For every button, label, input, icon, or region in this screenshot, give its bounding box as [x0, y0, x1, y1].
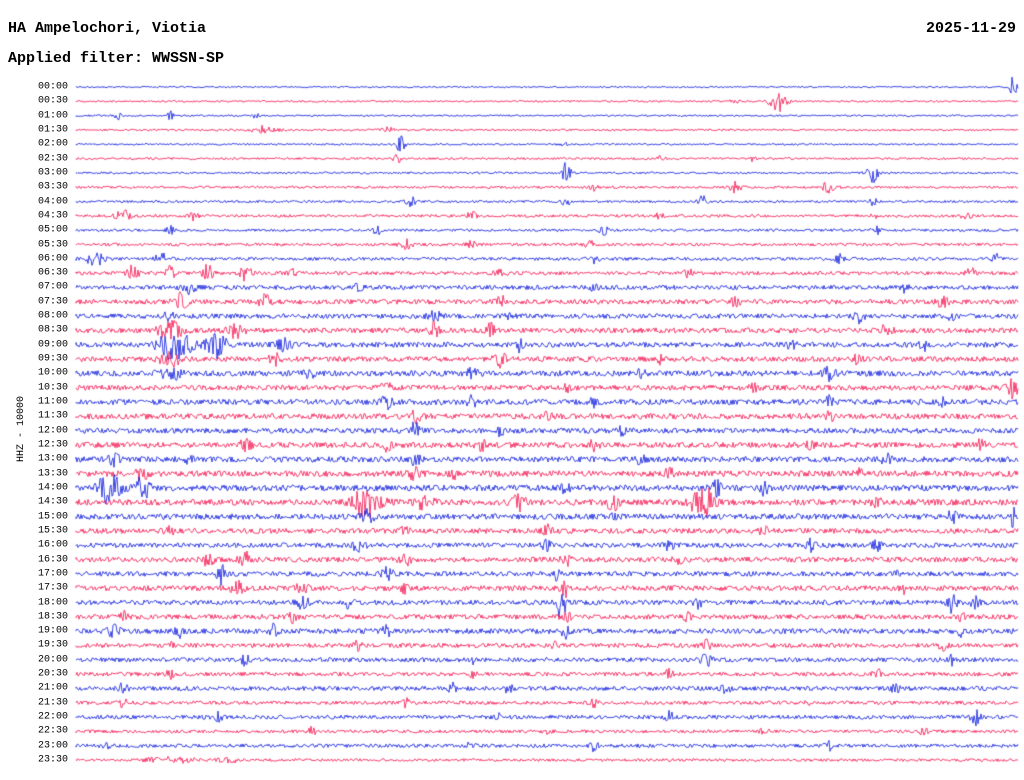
- time-label: 18:30: [37, 611, 68, 623]
- time-label: 18:00: [37, 597, 68, 609]
- time-label: 10:00: [37, 367, 68, 379]
- time-label: 00:00: [37, 81, 68, 93]
- time-label: 22:00: [37, 711, 68, 723]
- time-label: 05:30: [37, 239, 68, 251]
- time-label: 11:30: [37, 410, 68, 422]
- time-label: 23:30: [37, 754, 68, 766]
- time-label: 08:30: [37, 324, 68, 336]
- time-label: 04:30: [37, 210, 68, 222]
- station-title: HA Ampelochori, Viotia: [8, 20, 207, 37]
- time-label: 00:30: [37, 95, 68, 107]
- time-label: 20:30: [37, 668, 68, 680]
- time-label: 03:00: [37, 167, 68, 179]
- channel-gain-label: HHZ - 10000: [16, 395, 27, 462]
- time-label: 07:30: [37, 296, 68, 308]
- filter-label: Applied filter: WWSSN-SP: [8, 50, 225, 67]
- time-label: 06:00: [37, 253, 68, 265]
- time-label: 20:00: [37, 654, 68, 666]
- time-label: 23:00: [37, 740, 68, 752]
- time-label: 08:00: [37, 310, 68, 322]
- time-label: 12:30: [37, 439, 68, 451]
- time-label: 21:30: [37, 697, 68, 709]
- time-label: 22:30: [37, 725, 68, 737]
- time-label: 14:00: [37, 482, 68, 494]
- time-label: 21:00: [37, 682, 68, 694]
- time-label: 12:00: [37, 425, 68, 437]
- time-label: 01:30: [37, 124, 68, 136]
- time-label: 19:30: [37, 639, 68, 651]
- time-label: 16:00: [37, 539, 68, 551]
- time-label: 06:30: [37, 267, 68, 279]
- time-labels: 00:00 00:30 01:00 01:30 02:00 02:30 03:00 03:30…: [0, 0, 72, 780]
- time-label: 17:30: [37, 582, 68, 594]
- time-label: 19:00: [37, 625, 68, 637]
- time-label: 02:30: [37, 153, 68, 165]
- time-label: 13:00: [37, 453, 68, 465]
- time-label: 16:30: [37, 554, 68, 566]
- time-label: 07:00: [37, 281, 68, 293]
- time-label: 03:30: [37, 181, 68, 193]
- time-label: 10:30: [37, 382, 68, 394]
- time-label: 09:00: [37, 339, 68, 351]
- time-label: 11:00: [37, 396, 68, 408]
- time-label: 04:00: [37, 196, 68, 208]
- time-label: 15:30: [37, 525, 68, 537]
- time-label: 17:00: [37, 568, 68, 580]
- record-date: 2025-11-29: [925, 20, 1016, 37]
- time-label: 13:30: [37, 468, 68, 480]
- time-label: 05:00: [37, 224, 68, 236]
- time-label: 01:00: [37, 110, 68, 122]
- time-label: 02:00: [37, 138, 68, 150]
- time-label: 15:00: [37, 511, 68, 523]
- time-label: 14:30: [37, 496, 68, 508]
- time-label: 09:30: [37, 353, 68, 365]
